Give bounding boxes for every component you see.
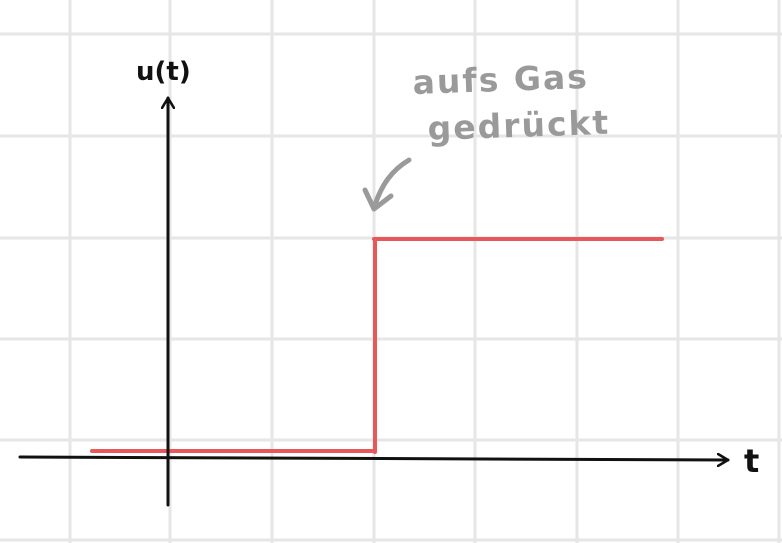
annotation-line-1: aufs Gas	[412, 57, 590, 102]
annotation-arrow	[362, 157, 412, 212]
annotation-arrow-shaft	[371, 157, 412, 211]
axes	[18, 96, 730, 507]
y-axis-label: u(t)	[136, 57, 191, 87]
x-axis-label: t	[744, 442, 759, 480]
x-axis	[18, 457, 730, 460]
annotation-line-2: gedrückt	[427, 103, 611, 148]
annotation: aufs Gas gedrückt	[412, 57, 611, 148]
step-signal	[90, 237, 664, 454]
annotation-arrow-head	[362, 187, 394, 212]
